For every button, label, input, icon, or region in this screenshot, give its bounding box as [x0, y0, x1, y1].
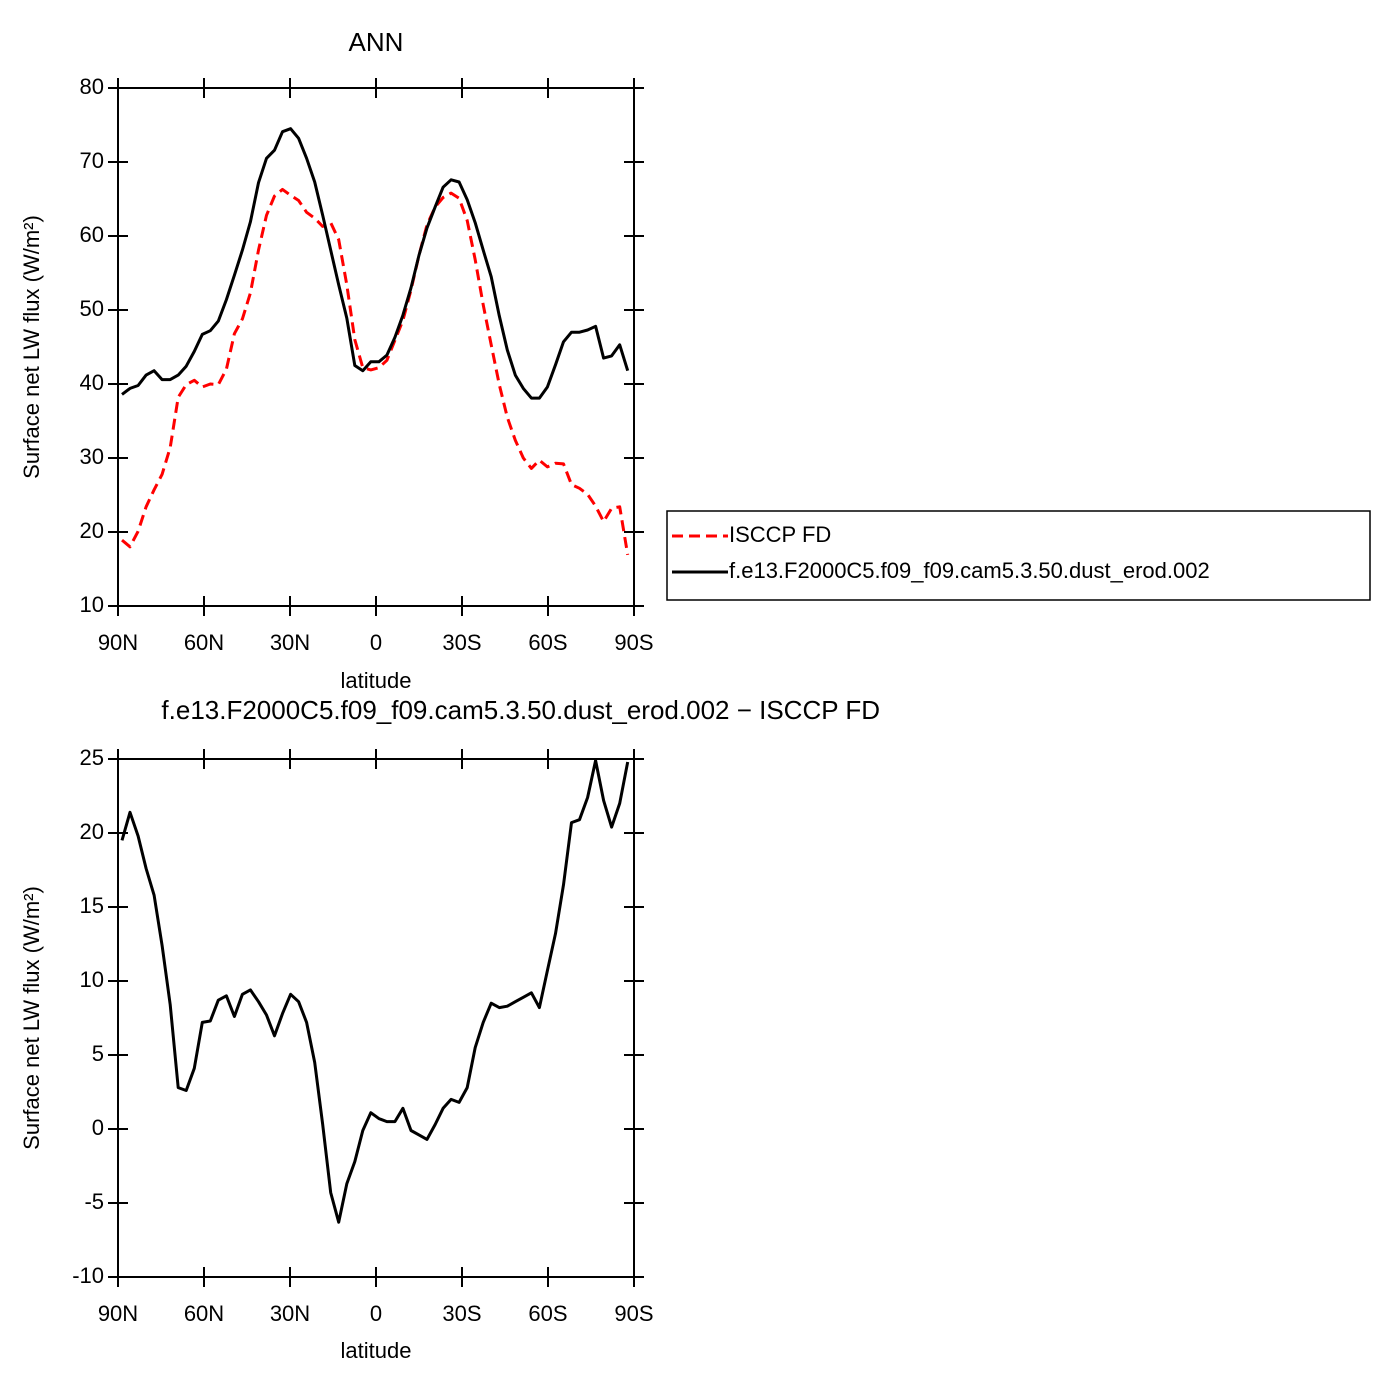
y-axis-label: Surface net LW flux (W/m²) [19, 886, 44, 1150]
x-tick-label: 30N [270, 1301, 310, 1326]
x-tick-label: 90S [614, 1301, 653, 1326]
y-tick-label: 25 [80, 745, 104, 770]
x-tick-label: 90N [98, 1301, 138, 1326]
data-line [121, 187, 630, 556]
y-tick-label: -5 [84, 1189, 104, 1214]
y-tick-label: 40 [80, 370, 104, 395]
y-tick-label: 80 [80, 74, 104, 99]
x-tick-label: 60S [528, 1301, 567, 1326]
legend-box [666, 510, 1371, 601]
x-tick-label: 90S [614, 630, 653, 655]
y-tick-label: 5 [92, 1041, 104, 1066]
chart-title: f.e13.F2000C5.f09_f09.cam5.3.50.dust_ero… [161, 695, 880, 725]
legend-label: ISCCP FD [729, 522, 831, 547]
y-tick-label: 30 [80, 444, 104, 469]
x-tick-label: 60N [184, 1301, 224, 1326]
x-tick-label: 0 [370, 630, 382, 655]
plot-frame [117, 758, 635, 1278]
data-line [121, 127, 630, 400]
y-tick-label: 60 [80, 222, 104, 247]
y-tick-label: -10 [72, 1263, 104, 1288]
chart-title: ANN [349, 27, 404, 57]
y-axis-label: Surface net LW flux (W/m²) [19, 215, 44, 479]
x-tick-label: 0 [370, 1301, 382, 1326]
y-tick-label: 70 [80, 148, 104, 173]
x-axis-label: latitude [341, 1338, 412, 1363]
y-tick-label: 50 [80, 296, 104, 321]
x-tick-label: 30S [442, 1301, 481, 1326]
y-tick-label: 20 [80, 819, 104, 844]
y-tick-label: 10 [80, 967, 104, 992]
y-tick-label: 20 [80, 518, 104, 543]
plot-frame [117, 87, 635, 607]
y-tick-label: 15 [80, 893, 104, 918]
x-tick-label: 30S [442, 630, 481, 655]
y-tick-label: 0 [92, 1115, 104, 1140]
x-tick-label: 90N [98, 630, 138, 655]
x-tick-label: 60S [528, 630, 567, 655]
x-axis-label: latitude [341, 668, 412, 693]
y-tick-label: 10 [80, 592, 104, 617]
legend-label: f.e13.F2000C5.f09_f09.cam5.3.50.dust_ero… [729, 558, 1210, 583]
x-tick-label: 30N [270, 630, 310, 655]
data-line [120, 759, 630, 1224]
x-tick-label: 60N [184, 630, 224, 655]
